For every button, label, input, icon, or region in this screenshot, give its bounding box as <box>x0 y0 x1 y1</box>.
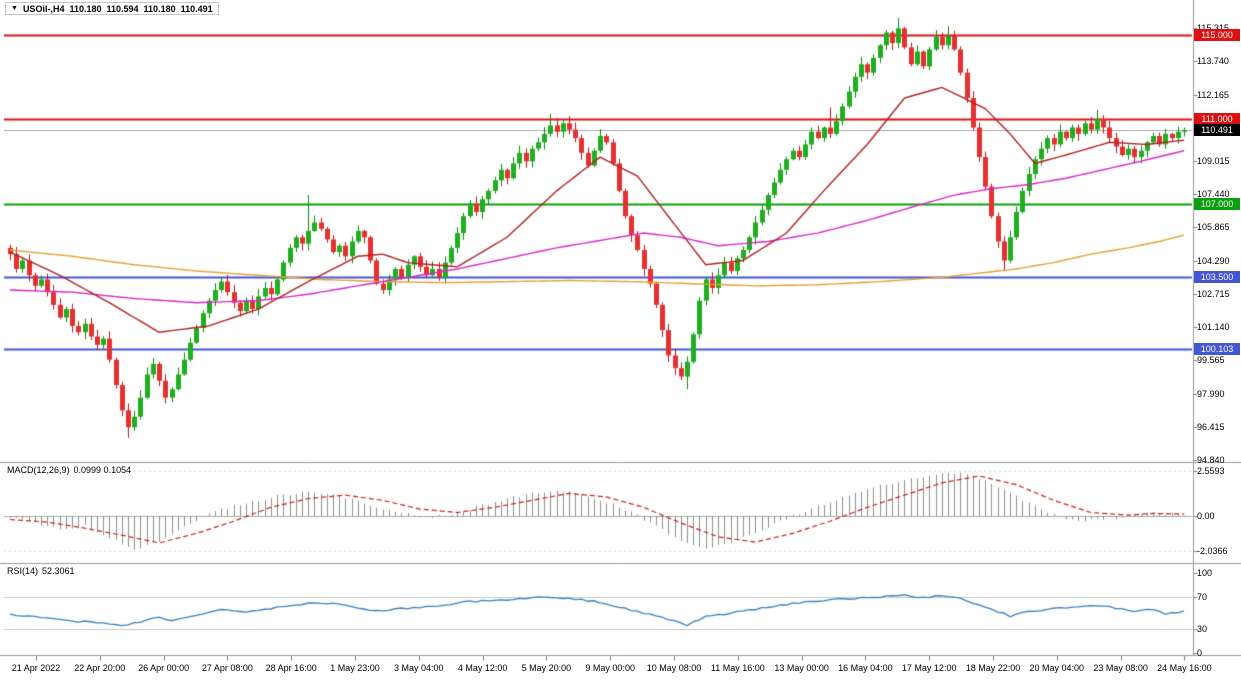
macd-name: MACD(12,26,9) <box>7 465 70 475</box>
price-axis-label: 99.565 <box>1197 355 1225 366</box>
price-axis-label: 94.840 <box>1197 455 1225 466</box>
quote-high: 110.594 <box>106 3 139 14</box>
price-axis-label: 105.865 <box>1197 222 1230 233</box>
symbol-dropdown-icon[interactable]: ▼ <box>11 5 18 12</box>
rsi-axis-label: 100 <box>1197 568 1213 578</box>
time-axis-label: 17 May 12:00 <box>901 663 957 673</box>
time-axis-label: 20 May 04:00 <box>1029 663 1085 673</box>
rsi-axis-label: 70 <box>1197 592 1208 602</box>
time-axis-label: 10 May 08:00 <box>646 663 702 673</box>
time-axis-label: 3 May 04:00 <box>394 663 444 673</box>
macd-axis-label: -2.0366 <box>1197 546 1228 557</box>
time-axis-label: 1 May 23:00 <box>330 663 380 673</box>
time-axis-label: 27 Apr 08:00 <box>201 663 253 673</box>
price-axis-label: 113.740 <box>1197 56 1229 67</box>
time-axis-label: 21 Apr 2022 <box>11 663 61 673</box>
rsi-value: 52.3061 <box>42 566 75 576</box>
price-axis-label: 104.290 <box>1197 255 1230 266</box>
price-level-badge: 100.103 <box>1194 343 1240 356</box>
symbol-quote-bar: ▼ USOil-,H4 110.180 110.594 110.180 110.… <box>5 2 219 15</box>
price-axis-label: 115.315 <box>1197 23 1229 33</box>
symbol-timeframe-label: USOil-,H4 <box>22 3 65 14</box>
time-axis-label: 26 Apr 00:00 <box>138 663 190 673</box>
time-axis-label: 16 May 04:00 <box>838 663 893 673</box>
price-axis-label: 102.715 <box>1197 288 1230 299</box>
rsi-indicator-label: RSI(14) 52.3061 <box>7 566 75 576</box>
time-axis-label: 28 Apr 16:00 <box>265 663 317 673</box>
time-axis-label: 22 Apr 20:00 <box>74 663 126 673</box>
price-level-badge: 115.000 <box>1194 28 1240 41</box>
quote-close: 110.491 <box>180 3 213 14</box>
price-level-badge: 111.000 <box>1194 113 1240 126</box>
quote-low: 110.180 <box>143 3 176 14</box>
rsi-axis-label: 0 <box>1197 648 1203 658</box>
time-axis-label: 13 May 00:00 <box>774 663 829 673</box>
price-axis-label: 96.415 <box>1197 421 1225 432</box>
price-level-badge: 107.000 <box>1194 197 1240 210</box>
price-axis-label: 107.440 <box>1197 189 1230 200</box>
macd-axis-label: 2.5593 <box>1197 466 1225 477</box>
rsi-name: RSI(14) <box>7 566 39 576</box>
time-axis-label: 24 May 16:00 <box>1157 663 1212 673</box>
time-axis-label: 23 May 08:00 <box>1093 663 1148 673</box>
current-price-badge: 110.491 <box>1194 123 1240 136</box>
time-axis-label: 4 May 12:00 <box>457 663 508 673</box>
rsi-axis-label: 30 <box>1197 624 1208 634</box>
macd-indicator-label: MACD(12,26,9) 0.0999 0.1054 <box>7 465 131 475</box>
price-level-badge: 103.500 <box>1194 271 1240 284</box>
time-axis-label: 11 May 16:00 <box>710 663 765 673</box>
price-axis-label: 112.165 <box>1197 89 1229 100</box>
quote-open: 110.180 <box>69 3 102 14</box>
macd-axis-label: 0.00 <box>1197 511 1215 521</box>
time-axis-label: 9 May 00:00 <box>585 663 635 673</box>
price-axis-label: 101.140 <box>1197 322 1230 333</box>
macd-values: 0.0999 0.1054 <box>73 465 132 475</box>
price-axis-label: 109.015 <box>1197 155 1230 166</box>
time-axis-label: 5 May 20:00 <box>521 663 572 673</box>
price-axis-label: 97.990 <box>1197 388 1225 399</box>
time-axis-label: 18 May 22:00 <box>965 663 1021 673</box>
